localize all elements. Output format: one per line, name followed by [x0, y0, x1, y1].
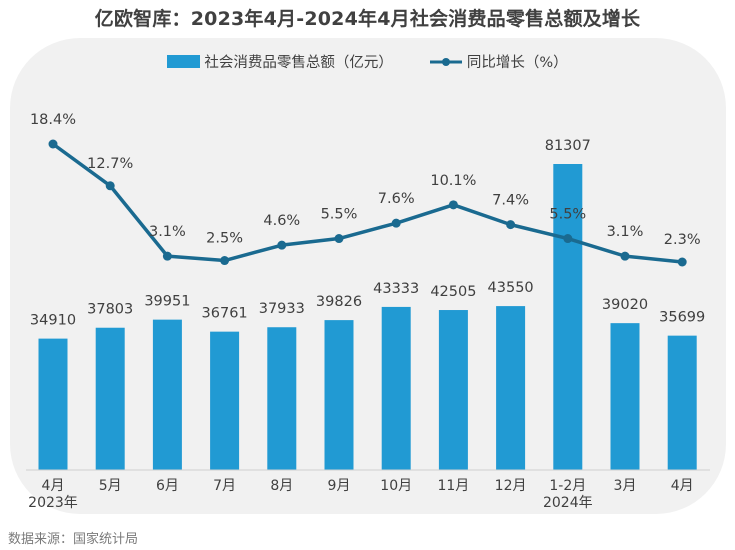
bar: [610, 323, 640, 470]
bar-value-label: 37803: [87, 302, 133, 318]
growth-value-label: 7.6%: [378, 191, 415, 207]
x-tick-label: 4月: [671, 478, 694, 494]
growth-point: [277, 240, 287, 250]
x-tick-label: 3月: [614, 478, 637, 494]
x-tick-label: 8月: [270, 478, 293, 494]
growth-point: [677, 257, 687, 267]
growth-value-label: 5.5%: [549, 207, 586, 223]
x-tick-label: 11月: [437, 478, 469, 494]
x-tick-label: 7月: [213, 478, 236, 494]
bar: [267, 327, 297, 470]
growth-value-label: 3.1%: [149, 224, 186, 240]
legend-item-line: 同比增长（%）: [429, 51, 568, 72]
bar-value-label: 39826: [316, 294, 362, 310]
legend-item-bar: 社会消费品零售总额（亿元）: [167, 51, 393, 72]
x-tick-label: 1-2月: [549, 478, 586, 494]
growth-value-label: 7.4%: [492, 193, 529, 209]
growth-value-label: 4.6%: [263, 213, 300, 229]
growth-point: [334, 234, 344, 244]
x-tick-label: 6月: [156, 478, 179, 494]
bar: [210, 331, 240, 470]
growth-value-label: 2.3%: [664, 232, 701, 248]
x-tick-label: 5月: [99, 478, 122, 494]
bar-value-label: 39951: [144, 294, 190, 310]
bar-value-label: 43333: [373, 281, 419, 297]
growth-value-label: 2.5%: [206, 231, 243, 247]
bar-value-label: 34910: [30, 313, 76, 329]
legend-label-line: 同比增长（%）: [466, 55, 568, 71]
bar-value-label: 42505: [430, 284, 476, 300]
x-tick-label: 10月: [380, 478, 412, 494]
data-source: 数据来源：国家统计局: [8, 532, 139, 547]
growth-point: [48, 139, 58, 149]
growth-point: [620, 251, 630, 261]
bar-value-label: 81307: [545, 138, 591, 154]
x-tick-label: 12月: [495, 478, 527, 494]
x-tick-label: 4月: [42, 478, 65, 494]
growth-value-label: 18.4%: [30, 112, 76, 128]
growth-value-label: 3.1%: [607, 224, 644, 240]
growth-value-label: 5.5%: [321, 207, 358, 223]
bar: [381, 306, 411, 470]
bar: [667, 335, 697, 470]
bar-value-label: 37933: [259, 301, 305, 317]
bar: [95, 327, 125, 470]
bar-swatch-icon: [167, 55, 201, 68]
legend-label-bar: 社会消费品零售总额（亿元）: [204, 55, 393, 71]
chart-panel: [10, 38, 726, 514]
growth-point: [506, 220, 516, 230]
growth-point: [105, 181, 115, 191]
growth-point: [563, 234, 573, 244]
x-year-label: 2024年: [543, 495, 593, 511]
bar-value-label: 43550: [488, 280, 534, 296]
line-marker-icon: [429, 57, 462, 66]
x-tick-label: 9月: [328, 478, 351, 494]
bar-value-label: 39020: [602, 297, 648, 313]
bar-value-label: 35699: [659, 310, 705, 326]
growth-value-label: 12.7%: [87, 156, 133, 172]
legend: 社会消费品零售总额（亿元） 同比增长（%）: [0, 51, 735, 72]
growth-value-label: 10.1%: [430, 173, 476, 189]
bar: [324, 320, 354, 470]
bar: [496, 306, 526, 470]
growth-point: [162, 251, 172, 261]
bar: [438, 310, 468, 470]
bar-value-label: 36761: [202, 306, 248, 322]
bar: [152, 319, 182, 470]
growth-point: [391, 218, 401, 228]
growth-point: [220, 256, 230, 266]
growth-line: [51, 142, 683, 264]
x-year-label: 2023年: [28, 495, 78, 511]
chart-title: 亿欧智库：2023年4月-2024年4月社会消费品零售总额及增长: [94, 8, 641, 30]
growth-point: [448, 200, 458, 210]
bar: [38, 338, 68, 470]
bar: [553, 164, 583, 470]
